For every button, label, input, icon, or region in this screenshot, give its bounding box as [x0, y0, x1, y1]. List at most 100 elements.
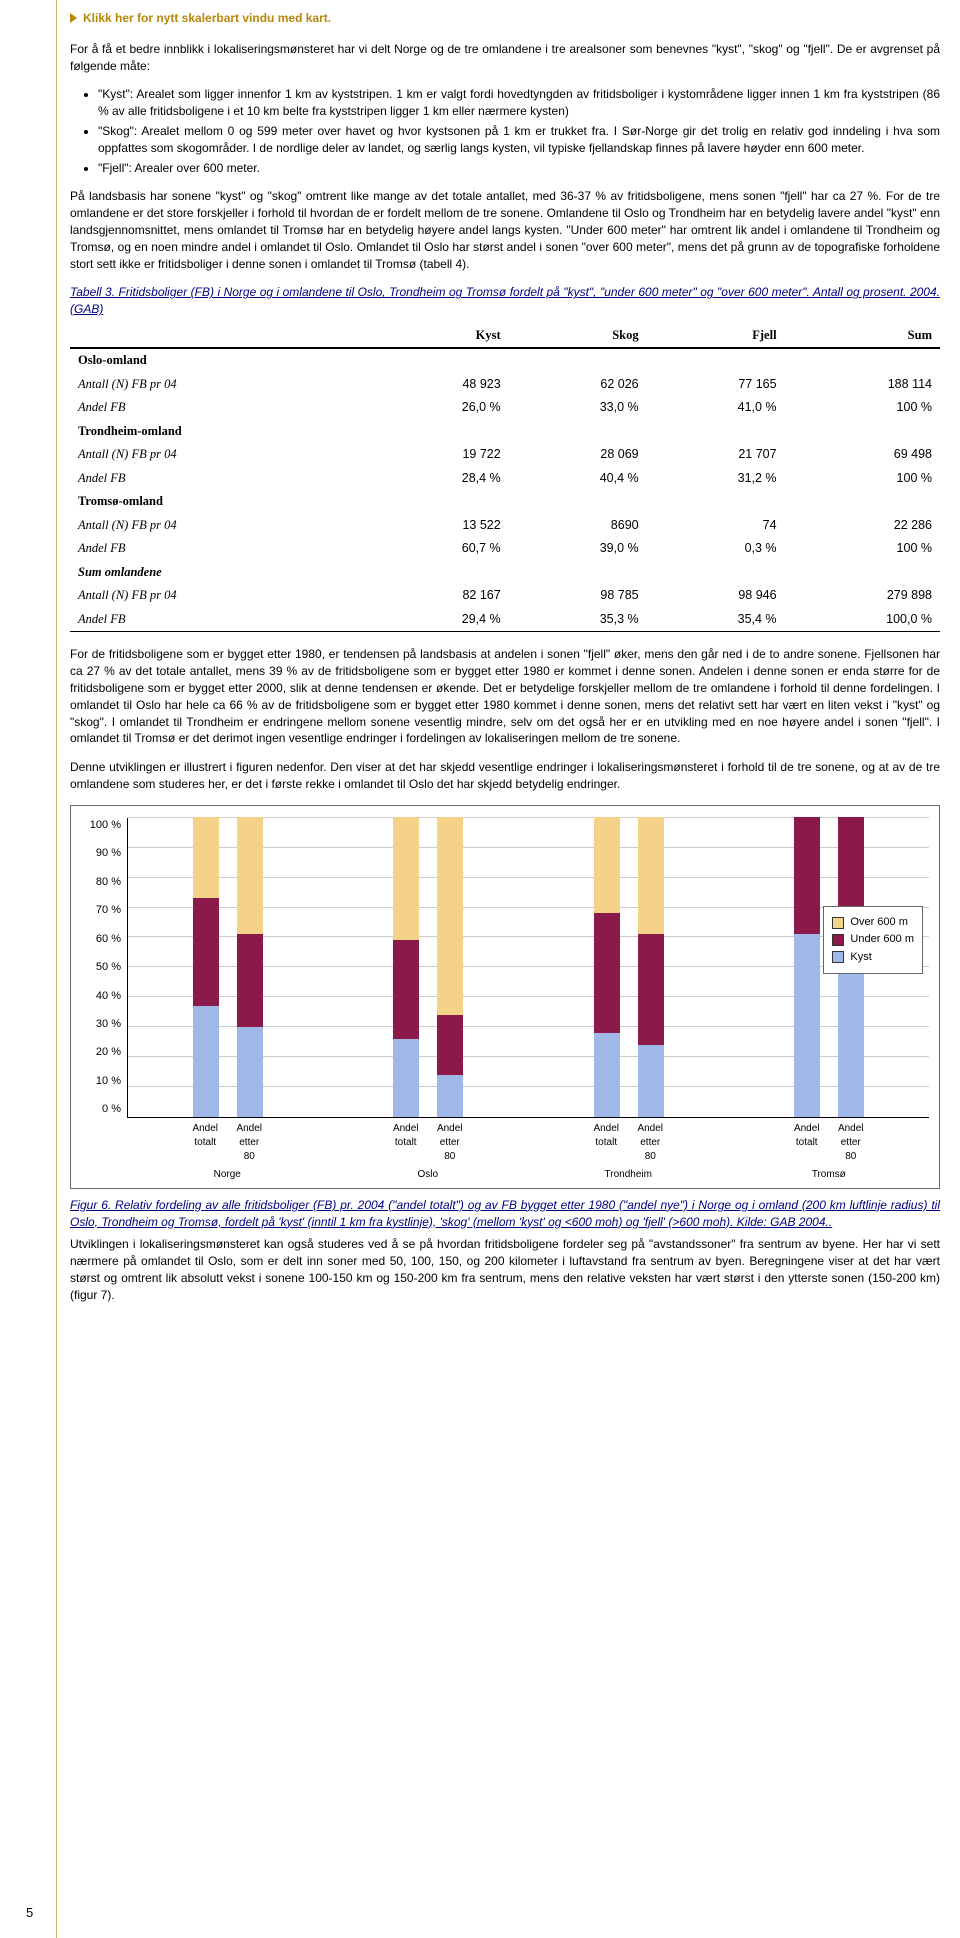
chart-segment-kyst	[193, 1006, 219, 1117]
table-header-cell: Fjell	[647, 324, 785, 349]
page-number: 5	[26, 1904, 33, 1922]
table-cell: 0,3 %	[647, 537, 785, 561]
legend-item: Kyst	[832, 950, 914, 965]
x-region-label: Norge	[127, 1168, 328, 1182]
legend-item: Over 600 m	[832, 915, 914, 930]
chart-x-axis: Andel totaltAndel etter 80NorgeAndel tot…	[127, 1118, 929, 1182]
intro-paragraph: For å få et bedre innblikk i lokaliserin…	[70, 41, 940, 75]
table-header-cell: Sum	[785, 324, 940, 349]
page-side-rule	[56, 0, 57, 1938]
table-cell: 29,4 %	[371, 608, 509, 632]
x-bar-label: Andel etter 80	[233, 1122, 265, 1164]
table-cell: 40,4 %	[509, 467, 647, 491]
table-cell: 39,0 %	[509, 537, 647, 561]
x-region-label: Oslo	[328, 1168, 529, 1182]
table-cell: 35,3 %	[509, 608, 647, 632]
table-cell: 35,4 %	[647, 608, 785, 632]
y-tick-label: 30 %	[81, 1017, 121, 1032]
table-caption: Tabell 3. Fritidsboliger (FB) i Norge og…	[70, 284, 940, 318]
zone-definition-item: "Fjell": Arealer over 600 meter.	[98, 160, 940, 177]
chart-segment-under	[393, 940, 419, 1039]
chart-bar-group	[328, 818, 528, 1117]
x-bar-label: Andel totalt	[189, 1122, 221, 1164]
figure-caption: Figur 6. Relativ fordeling av alle friti…	[70, 1197, 940, 1231]
table-group-name: Oslo-omland	[70, 348, 371, 373]
table-cell: 188 114	[785, 373, 940, 397]
table-cell: 100,0 %	[785, 608, 940, 632]
table-row-label: Andel FB	[70, 608, 371, 632]
chart-segment-kyst	[638, 1045, 664, 1117]
zone-definition-item: "Kyst": Arealet som ligger innenfor 1 km…	[98, 86, 940, 120]
table-cell: 62 026	[509, 373, 647, 397]
chart-segment-over	[437, 817, 463, 1015]
x-axis-group: Andel totaltAndel etter 80Tromsø	[729, 1118, 930, 1182]
table-cell: 13 522	[371, 514, 509, 538]
table-cell: 31,2 %	[647, 467, 785, 491]
zone-definitions-list: "Kyst": Arealet som ligger innenfor 1 km…	[70, 86, 940, 176]
table-cell: 26,0 %	[371, 396, 509, 420]
x-bar-label: Andel etter 80	[835, 1122, 867, 1164]
table-cell: 19 722	[371, 443, 509, 467]
y-tick-label: 60 %	[81, 932, 121, 947]
table-cell: 69 498	[785, 443, 940, 467]
table-cell: 28 069	[509, 443, 647, 467]
x-region-label: Tromsø	[729, 1168, 930, 1182]
table-row-label: Andel FB	[70, 467, 371, 491]
table-header-cell	[70, 324, 371, 349]
table-cell: 48 923	[371, 373, 509, 397]
table-cell: 22 286	[785, 514, 940, 538]
paragraph-5: Utviklingen i lokaliseringsmønsteret kan…	[70, 1236, 940, 1303]
y-tick-label: 0 %	[81, 1102, 121, 1117]
table-header-cell: Kyst	[371, 324, 509, 349]
table-cell: 21 707	[647, 443, 785, 467]
chart-segment-over	[193, 817, 219, 898]
table-cell: 77 165	[647, 373, 785, 397]
chart-segment-kyst	[594, 1033, 620, 1117]
chart-segment-over	[393, 817, 419, 940]
table-row-label: Andel FB	[70, 396, 371, 420]
x-region-label: Trondheim	[528, 1168, 729, 1182]
table-group-name: Sum omlandene	[70, 561, 371, 585]
table-header-cell: Skog	[509, 324, 647, 349]
chart-legend: Over 600 m Under 600 m Kyst	[823, 906, 923, 974]
chart-bar-group	[128, 818, 328, 1117]
table-row-label: Antall (N) FB pr 04	[70, 584, 371, 608]
legend-label: Under 600 m	[850, 932, 914, 947]
x-bar-label: Andel etter 80	[634, 1122, 666, 1164]
table-group-name: Tromsø-omland	[70, 490, 371, 514]
table-cell: 98 785	[509, 584, 647, 608]
chart-bar	[193, 817, 219, 1117]
table-cell: 82 167	[371, 584, 509, 608]
chart-segment-over	[594, 817, 620, 913]
map-link[interactable]: Klikk her for nytt skalerbart vindu med …	[70, 0, 940, 41]
legend-swatch	[832, 917, 844, 929]
chart-y-axis: 100 %90 %80 %70 %60 %50 %40 %30 %20 %10 …	[81, 818, 127, 1118]
chart-plot-area	[127, 818, 929, 1118]
legend-item: Under 600 m	[832, 932, 914, 947]
legend-label: Kyst	[850, 950, 871, 965]
table-cell: 41,0 %	[647, 396, 785, 420]
x-bar-label: Andel totalt	[390, 1122, 422, 1164]
x-bar-label: Andel etter 80	[434, 1122, 466, 1164]
chart-segment-under	[237, 934, 263, 1027]
table-row-label: Antall (N) FB pr 04	[70, 373, 371, 397]
chart-bar	[437, 817, 463, 1117]
chart-segment-under	[193, 898, 219, 1006]
chart-segment-under	[594, 913, 620, 1033]
y-tick-label: 40 %	[81, 989, 121, 1004]
legend-label: Over 600 m	[850, 915, 907, 930]
table-cell: 8690	[509, 514, 647, 538]
x-axis-group: Andel totalt Andel etter 80 Norge	[127, 1118, 328, 1182]
chart-bar	[594, 817, 620, 1117]
table-cell: 279 898	[785, 584, 940, 608]
y-tick-label: 20 %	[81, 1045, 121, 1060]
stacked-bar-chart: Over 600 mUnder 600 mKyst 100 %90 %80 %7…	[70, 805, 940, 1189]
table-cell: 98 946	[647, 584, 785, 608]
table-cell: 100 %	[785, 467, 940, 491]
table-cell: 74	[647, 514, 785, 538]
chart-segment-kyst	[794, 934, 820, 1117]
chart-bar	[794, 817, 820, 1117]
chart-segment-under	[638, 934, 664, 1045]
chart-bar-group	[529, 818, 729, 1117]
table-row-label: Andel FB	[70, 537, 371, 561]
